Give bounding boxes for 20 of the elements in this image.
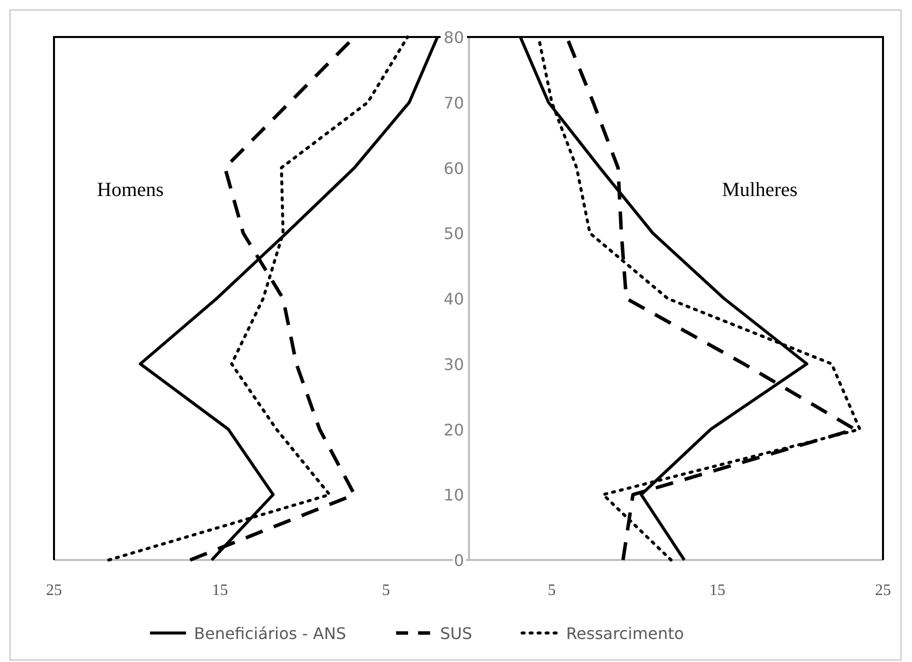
- legend-label: Beneficiários - ANS: [194, 624, 346, 643]
- y-tick-label: 30: [444, 354, 464, 374]
- x-tick-label: 25: [46, 582, 62, 599]
- annotation: Homens: [97, 179, 164, 201]
- x-tick-label: 5: [548, 582, 556, 599]
- y-tick-label: 20: [444, 420, 464, 440]
- y-tick-label: 40: [444, 290, 464, 308]
- y-tick-label: 60: [444, 158, 464, 178]
- legend-label: SUS: [440, 624, 472, 643]
- y-tick-label: 50: [444, 224, 464, 244]
- annotation: Mulheres: [722, 179, 798, 201]
- x-tick-label: 15: [709, 582, 726, 599]
- x-tick-label: 15: [212, 582, 228, 599]
- x-tick-label: 5: [382, 582, 390, 599]
- legend-label: Ressarcimento: [566, 624, 684, 643]
- y-tick-label: 70: [444, 93, 464, 112]
- y-tick-label: 10: [444, 486, 464, 505]
- y-tick-label: 80: [444, 28, 464, 47]
- y-tick-label: 0: [454, 551, 464, 570]
- x-tick-label: 25: [875, 582, 891, 599]
